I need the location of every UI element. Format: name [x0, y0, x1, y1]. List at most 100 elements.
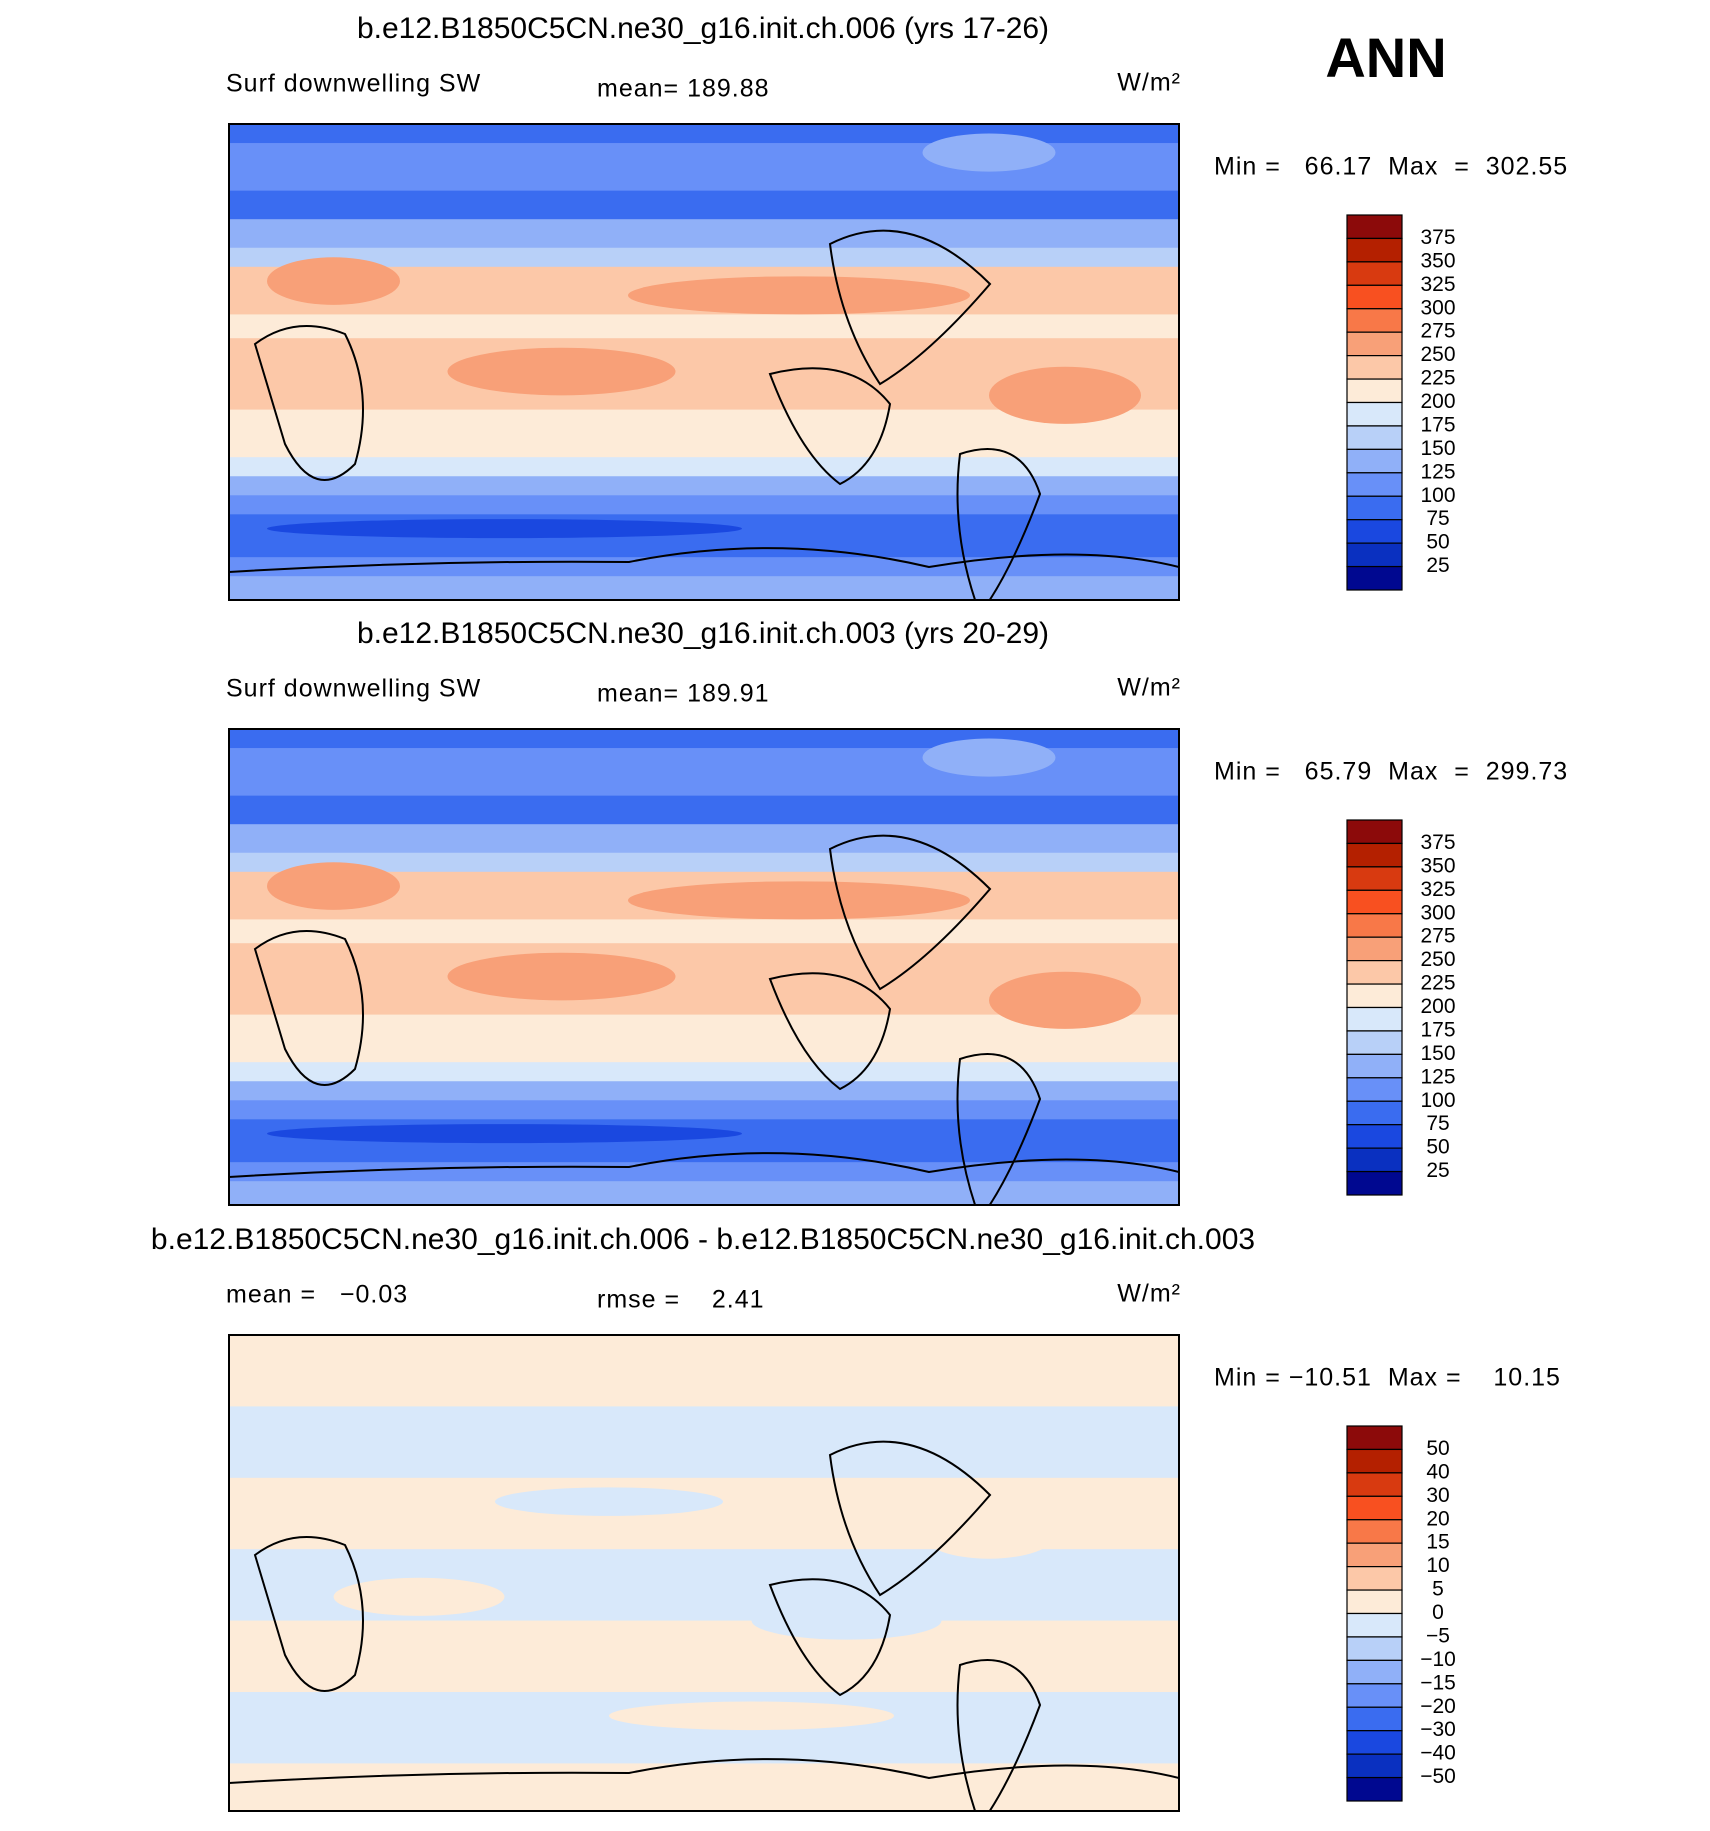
- map-field: [229, 729, 1179, 1205]
- field-band: [229, 919, 1179, 945]
- map-field: [229, 1335, 1179, 1811]
- season-label: ANN: [1325, 26, 1446, 89]
- field-blob: [267, 1124, 742, 1144]
- field-blob: [989, 971, 1141, 1029]
- colorbar-box: [1346, 1053, 1403, 1079]
- field-band: [229, 495, 1179, 516]
- colorbar-label: 150: [1420, 437, 1455, 460]
- field-blob: [333, 1577, 505, 1616]
- colorbar-label: 50: [1426, 1136, 1449, 1159]
- antarctica-coast: [229, 1152, 1179, 1178]
- coastline: [768, 1578, 892, 1697]
- colorbar-label: 175: [1420, 413, 1455, 436]
- panel-title: b.e12.B1850C5CN.ne30_g16.init.ch.006 (yr…: [357, 12, 1049, 45]
- coastline: [956, 1659, 1042, 1811]
- field-band: [229, 1181, 1179, 1205]
- left-text: Surf downwelling SW: [226, 675, 481, 703]
- field-band: [229, 557, 1179, 578]
- min-max: Min = 65.79 Max = 299.73: [1214, 758, 1568, 786]
- min-max: Min = 66.17 Max = 302.55: [1214, 153, 1568, 181]
- colorbar-label: 100: [1420, 484, 1455, 507]
- colorbar-label: 150: [1420, 1042, 1455, 1065]
- colorbar-label: 5: [1432, 1578, 1444, 1601]
- coastline: [828, 1440, 992, 1597]
- colorbar-label: 225: [1420, 972, 1455, 995]
- colorbar-box: [1346, 1170, 1403, 1196]
- map: [228, 1334, 1180, 1812]
- stat-text: mean= 189.88: [597, 75, 770, 103]
- panel-title: b.e12.B1850C5CN.ne30_g16.init.ch.003 (yr…: [357, 617, 1049, 650]
- left-text: Surf downwelling SW: [226, 70, 481, 98]
- colorbar-label: 300: [1420, 296, 1455, 319]
- colorbar-box: [1346, 1776, 1403, 1802]
- field-band: [229, 476, 1179, 497]
- colorbar-box: [1346, 866, 1403, 891]
- colorbar-label: −5: [1426, 1624, 1450, 1647]
- unit: W/m²: [1117, 69, 1181, 97]
- colorbar-label: −15: [1420, 1671, 1456, 1694]
- coastline: [828, 834, 992, 991]
- colorbar-label: 225: [1420, 367, 1455, 390]
- left-text: mean = −0.03: [226, 1281, 408, 1309]
- colorbar-box: [1346, 284, 1403, 310]
- map: [228, 728, 1180, 1206]
- colorbar-box: [1346, 1542, 1403, 1568]
- colorbar-box: [1346, 519, 1403, 544]
- colorbar-label: 250: [1420, 343, 1455, 366]
- map: [228, 123, 1180, 601]
- colorbar-box: [1346, 889, 1403, 915]
- field-blob: [609, 1701, 894, 1731]
- colorbar-label: 325: [1420, 273, 1455, 296]
- colorbar-label: 50: [1426, 531, 1449, 554]
- colorbar-label: 375: [1420, 226, 1455, 249]
- min-max: Min = −10.51 Max = 10.15: [1214, 1364, 1561, 1392]
- field-band: [229, 247, 1179, 268]
- field-band: [229, 314, 1179, 340]
- field-blob: [267, 519, 742, 539]
- field-blob: [751, 1601, 942, 1640]
- colorbar-label: −20: [1420, 1695, 1456, 1718]
- field-band: [229, 824, 1179, 854]
- coastline: [768, 367, 892, 486]
- field-blob: [922, 133, 1056, 172]
- colorbar-box: [1346, 842, 1403, 868]
- field-blob: [447, 952, 676, 1001]
- colorbar-box: [1346, 308, 1403, 333]
- colorbar-box: [1346, 1612, 1403, 1638]
- colorbar-box: [1346, 378, 1403, 404]
- colorbar-box: [1346, 1659, 1403, 1685]
- field-band: [229, 1081, 1179, 1102]
- antarctica-coast: [229, 1758, 1179, 1784]
- colorbar-label: 25: [1426, 1159, 1449, 1182]
- colorbar-label: 50: [1426, 1437, 1449, 1460]
- colorbar-label: 175: [1420, 1018, 1455, 1041]
- colorbar-label: 20: [1426, 1507, 1449, 1530]
- colorbar-label: 250: [1420, 948, 1455, 971]
- field-band: [229, 1335, 1179, 1408]
- colorbar-label: 75: [1426, 1112, 1449, 1135]
- coastline: [956, 1053, 1042, 1205]
- field-band: [229, 852, 1179, 873]
- coastline: [253, 1536, 364, 1692]
- field-blob: [628, 276, 970, 315]
- colorbar-box: [1346, 1472, 1403, 1497]
- colorbar-label: 375: [1420, 831, 1455, 854]
- stat-text: rmse = 2.41: [597, 1286, 765, 1314]
- field-band: [229, 457, 1179, 478]
- field-band: [229, 1062, 1179, 1083]
- map-field: [229, 124, 1179, 600]
- colorbar-label: 0: [1432, 1601, 1444, 1624]
- field-band: [229, 1406, 1179, 1479]
- colorbar-box: [1346, 1566, 1403, 1591]
- field-band: [229, 1763, 1179, 1811]
- colorbar-box: [1346, 1589, 1403, 1615]
- field-blob: [267, 257, 400, 305]
- colorbar-box: [1346, 1683, 1403, 1708]
- colorbar-label: 275: [1420, 320, 1455, 343]
- antarctica-coast: [229, 547, 1179, 573]
- colorbar-label: 15: [1426, 1531, 1449, 1554]
- map-frame: [228, 1334, 1180, 1812]
- colorbar-label: 200: [1420, 390, 1455, 413]
- colorbar-label: 30: [1426, 1484, 1449, 1507]
